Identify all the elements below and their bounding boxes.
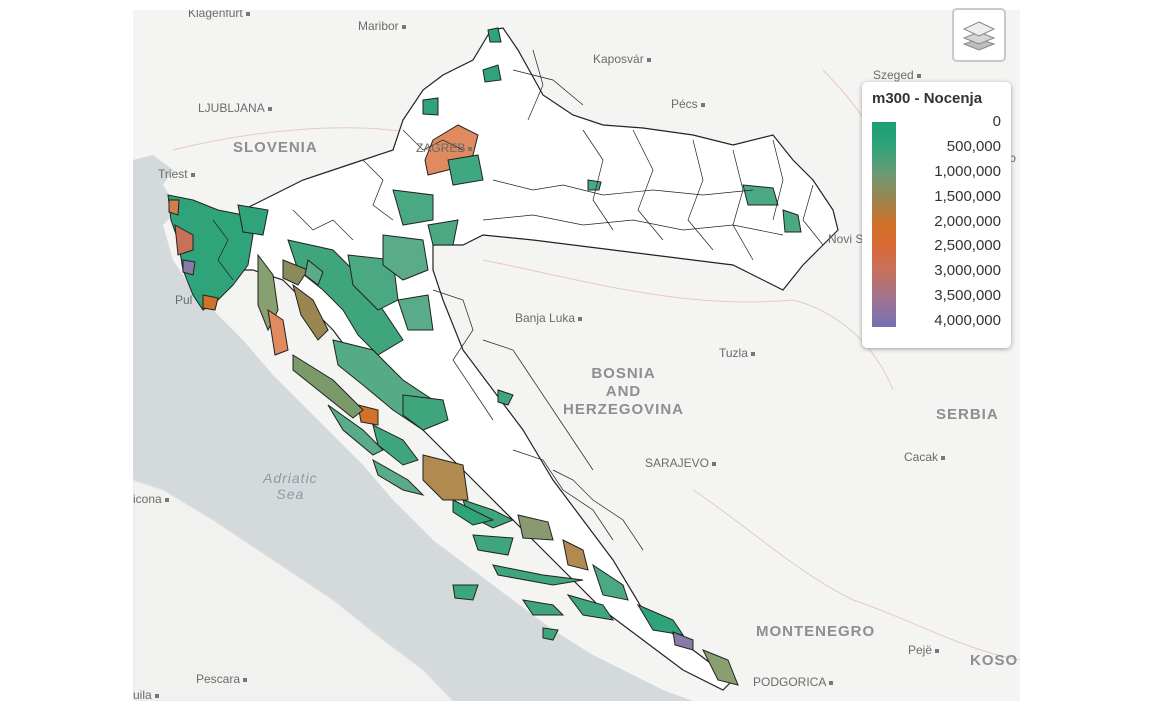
legend-tick [896,296,902,298]
island [327,404,384,456]
island [542,627,559,641]
city-label-aquila: uila [133,688,159,701]
region [517,514,554,541]
region [592,563,629,601]
city-label-tuzla: Tuzla [719,346,755,360]
country-label-serbia: SERBIA [936,406,999,423]
legend-tick [896,122,902,123]
island [372,458,425,496]
region [422,97,439,116]
legend-tick [896,246,902,248]
legend-tick [896,271,902,273]
country-label-slovenia: SLOVENIA [233,139,318,156]
region [237,204,269,236]
legend-label: 0 [992,113,1001,130]
region [782,209,802,233]
legend-tick [896,321,902,322]
legend-label: 500,000 [946,137,1001,155]
city-label-pecs: Pécs [671,97,705,111]
map-legend: m300 - Nocenja 0 500,000 1,000,000 1,500,00… [862,82,1011,348]
border-line [692,489,1020,661]
sea-label-adriatic: Adriatic Sea [263,470,318,502]
region [402,394,449,431]
legend-label: 2,000,000 [934,212,1001,230]
city-label-pescara: Pescara [196,672,248,686]
border-line [172,127,424,151]
city-label-banjaluka: Banja Luka [515,311,583,325]
city-label-ljubljana: LJUBLJANA [198,101,272,115]
municipality-outlines [212,49,824,551]
legend-label: 2,500,000 [934,237,1001,255]
city-label-szeged: Szeged [873,68,921,82]
legend-tick [896,146,902,148]
legend-color-bar [872,122,896,327]
region [701,649,739,686]
city-label-novisad: Novi S [828,232,864,246]
italy-land [133,479,454,701]
island [292,283,329,341]
legend-label: 3,000,000 [934,262,1001,280]
country-label-kosovo: KOSO [970,652,1019,669]
city-label-triest: Triest [158,167,195,181]
legend-tick [896,221,902,223]
region [482,64,502,83]
legend-tick [896,171,902,173]
island [472,534,514,556]
island [267,308,289,356]
region [372,424,419,466]
city-label-ancona: icona [133,492,169,506]
city-label-zagreb: ZAGREB [416,141,473,155]
region [587,179,602,191]
country-label-bosnia: BOSNIA AND HERZEGOVINA [563,365,685,418]
legend-label: 4,000,000 [934,312,1001,329]
region [427,219,459,246]
city-label-klagenfurt: Klagenfurt [188,10,250,20]
region [562,539,589,571]
island [452,499,495,526]
island [292,354,364,419]
region [282,259,309,286]
city-label-sarajevo: SARAJEVO [645,456,717,470]
island [497,389,514,406]
city-label-cacak: Cacak [904,450,946,464]
legend-title: m300 - Nocenja [872,90,983,107]
region [672,631,694,651]
city-label-peje: Pejë [908,643,940,657]
region [397,294,434,331]
border-line [482,259,894,391]
city-label-podgorica: PODGORICA [753,675,834,689]
legend-label: 1,000,000 [934,162,1001,180]
region [636,603,685,636]
region [742,184,779,206]
layers-icon [962,21,996,51]
istria-region [202,294,219,311]
istria-region [174,224,194,256]
city-label-pula: Pul [175,293,193,307]
island [492,564,584,586]
region [392,189,434,226]
legend-label: 1,500,000 [934,187,1001,205]
region [422,454,469,501]
island [304,259,324,286]
city-label-maribor: Maribor [358,19,406,33]
legend-label: 3,500,000 [934,287,1001,305]
layers-control-button[interactable] [952,8,1006,62]
region [447,154,484,186]
basemap-svg [133,27,1020,701]
city-label-kaposvar: Kaposvár [593,52,651,66]
country-label-montenegro: MONTENEGRO [756,623,876,640]
region [487,27,502,43]
istria-region [182,259,196,276]
island [566,594,615,621]
region [382,234,429,281]
island [452,584,479,601]
legend-tick [896,196,902,198]
istria-region [168,199,180,216]
island [521,599,565,616]
